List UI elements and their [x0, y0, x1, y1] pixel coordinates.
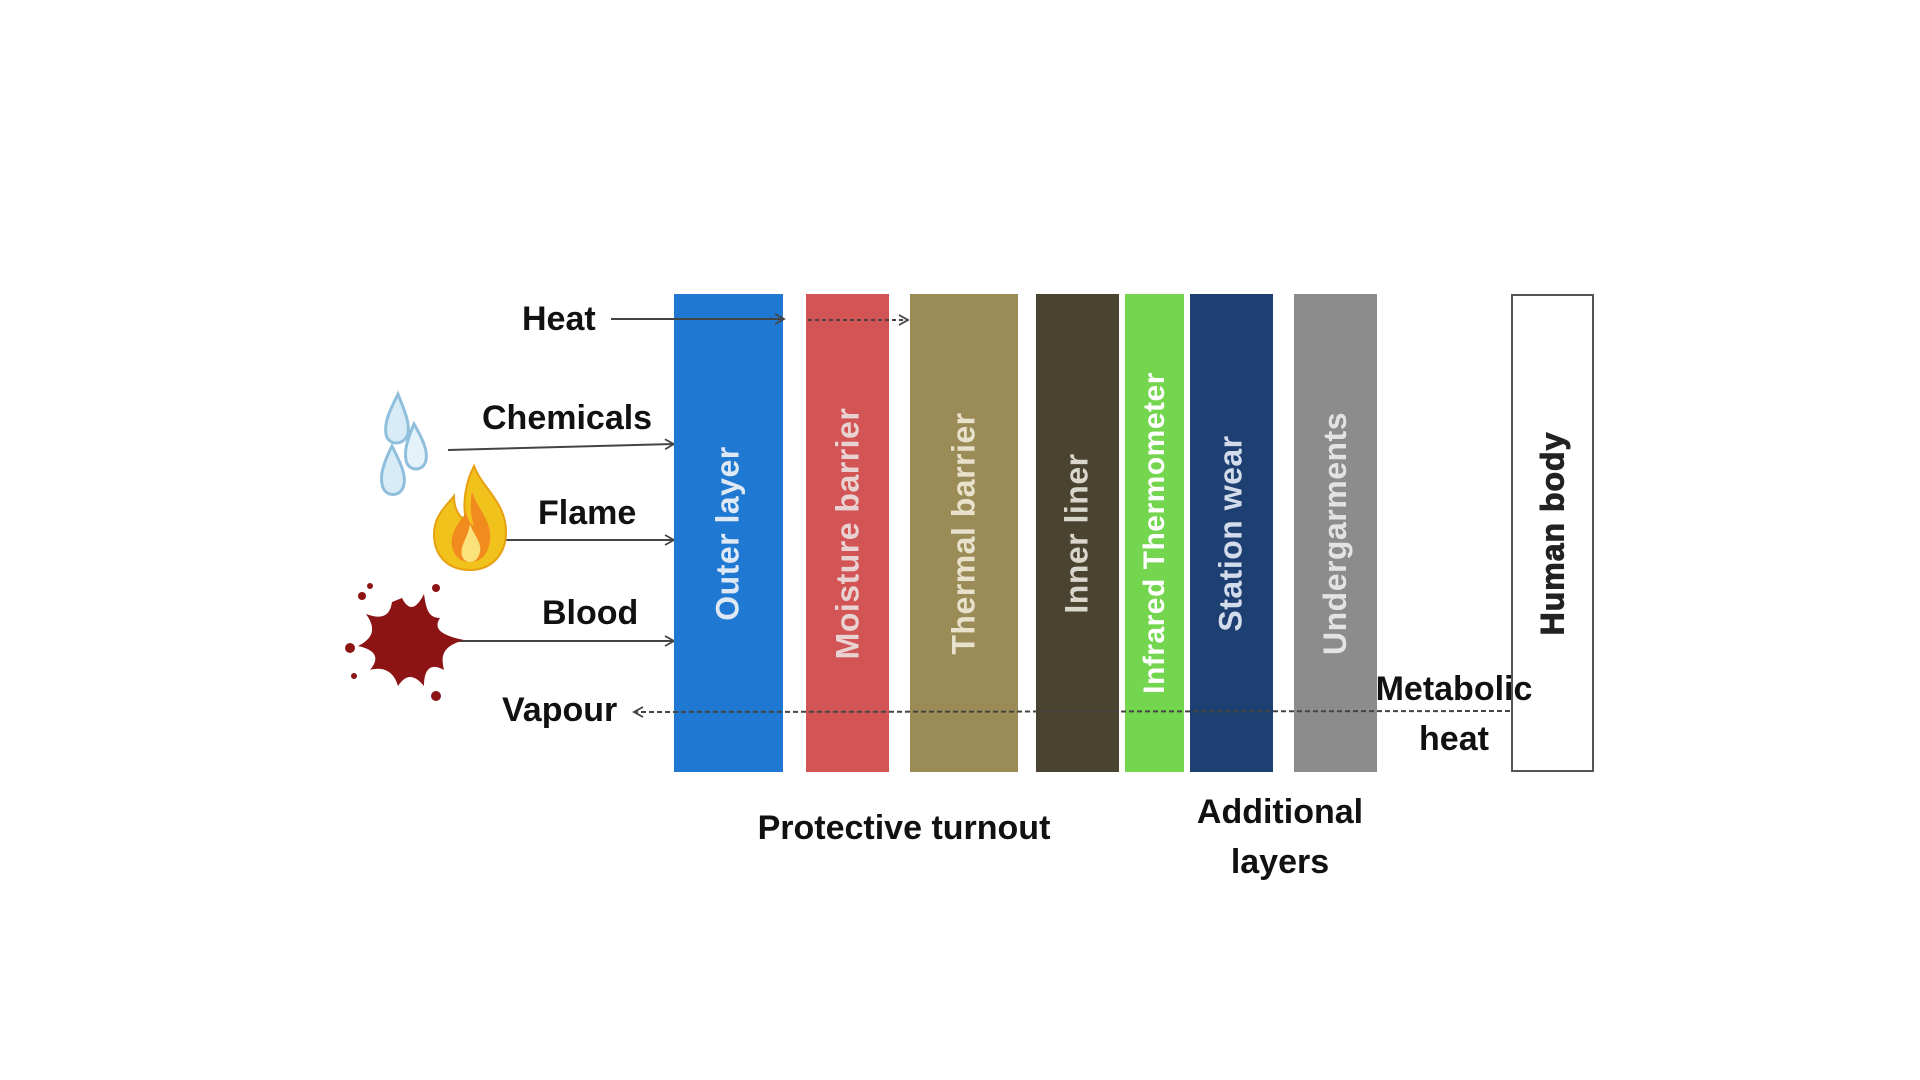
- metabolic-heat-line1: Metabolic: [1375, 670, 1533, 708]
- layer-thermal-barrier: Thermal barrier: [910, 294, 1018, 772]
- human-body-box: Human body: [1511, 294, 1594, 772]
- vapour-label: Vapour: [502, 691, 618, 729]
- additional-layers-line2: layers: [1230, 843, 1330, 881]
- additional-layers-caption: Additional layers: [1170, 787, 1390, 887]
- blood-splatter-icon: [345, 583, 464, 701]
- chemicals-arrow: [447, 438, 676, 451]
- metabolic-heat-line2: heat: [1419, 720, 1489, 758]
- protective-turnout-caption: Protective turnout: [757, 809, 1051, 847]
- additional-layers-line1: Additional: [1196, 793, 1364, 831]
- flame-label: Flame: [538, 494, 637, 532]
- flame-icon: [432, 463, 508, 572]
- metabolic-heat-label: Metabolic heat: [1364, 664, 1544, 764]
- layer-moisture-barrier: Moisture barrier: [806, 294, 889, 772]
- water-drops-icon: [380, 390, 428, 496]
- layer-undergarments: Undergarments: [1294, 294, 1377, 772]
- chemicals-label: Chemicals: [482, 399, 653, 437]
- heat-label: Heat: [522, 300, 596, 338]
- layer-infrared-thermometer: Infrared Thermometer: [1125, 294, 1184, 772]
- layer-outer: Outer layer: [674, 294, 783, 772]
- blood-label: Blood: [542, 594, 639, 632]
- layer-station-wear: Station wear: [1190, 294, 1273, 772]
- layer-inner-liner: Inner liner: [1036, 294, 1119, 772]
- vapour-arrow: [632, 706, 1511, 718]
